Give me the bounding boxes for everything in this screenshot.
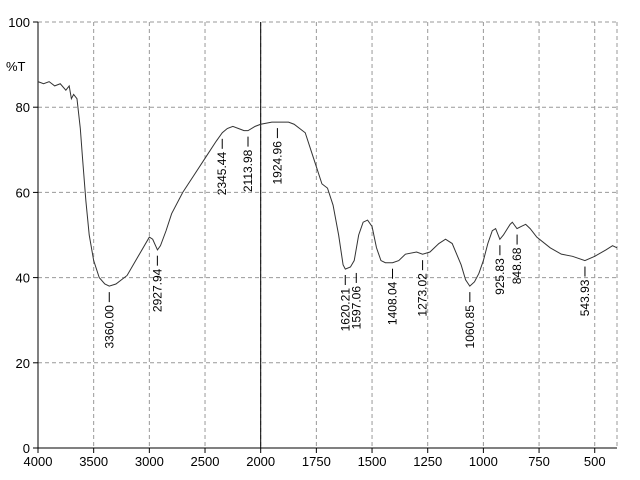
x-tick-label: 1250 [413,454,442,469]
y-axis-label: %T [6,59,26,74]
peak-label: 1408.04 [386,281,400,325]
x-tick-label: 500 [584,454,606,469]
peak-label: 2113.98 [241,149,255,192]
peak-label: 1597.06 [349,286,363,330]
y-tick-label: 80 [16,100,30,115]
peak-label: 1273.02 [416,273,430,317]
x-tick-label: 4000 [24,454,53,469]
y-tick-label: 20 [16,356,30,371]
y-tick-label: 100 [8,15,30,30]
x-tick-label: 1750 [302,454,331,469]
x-tick-label: 1000 [469,454,498,469]
x-tick-label: 1500 [358,454,387,469]
x-tick-label: 2000 [246,454,275,469]
x-tick-label: 750 [528,454,550,469]
peak-label: 925.83 [493,258,507,295]
y-tick-label: 40 [16,271,30,286]
peak-label: 1060.85 [463,305,477,349]
x-tick-label: 2500 [191,454,220,469]
y-tick-label: 60 [16,185,30,200]
peak-label: 2927.94 [150,268,164,312]
peak-label: 2345.44 [215,152,229,196]
y-tick-label: 0 [23,441,30,456]
peak-label: 3360.00 [102,305,116,349]
peak-label: 1924.96 [270,141,284,185]
peak-label: 1620.21 [338,288,352,332]
peak-label: 543.93 [578,279,592,316]
x-tick-label: 3500 [79,454,108,469]
peak-label: 848.68 [510,247,524,284]
x-tick-label: 3000 [135,454,164,469]
spectrum-line [37,81,618,287]
